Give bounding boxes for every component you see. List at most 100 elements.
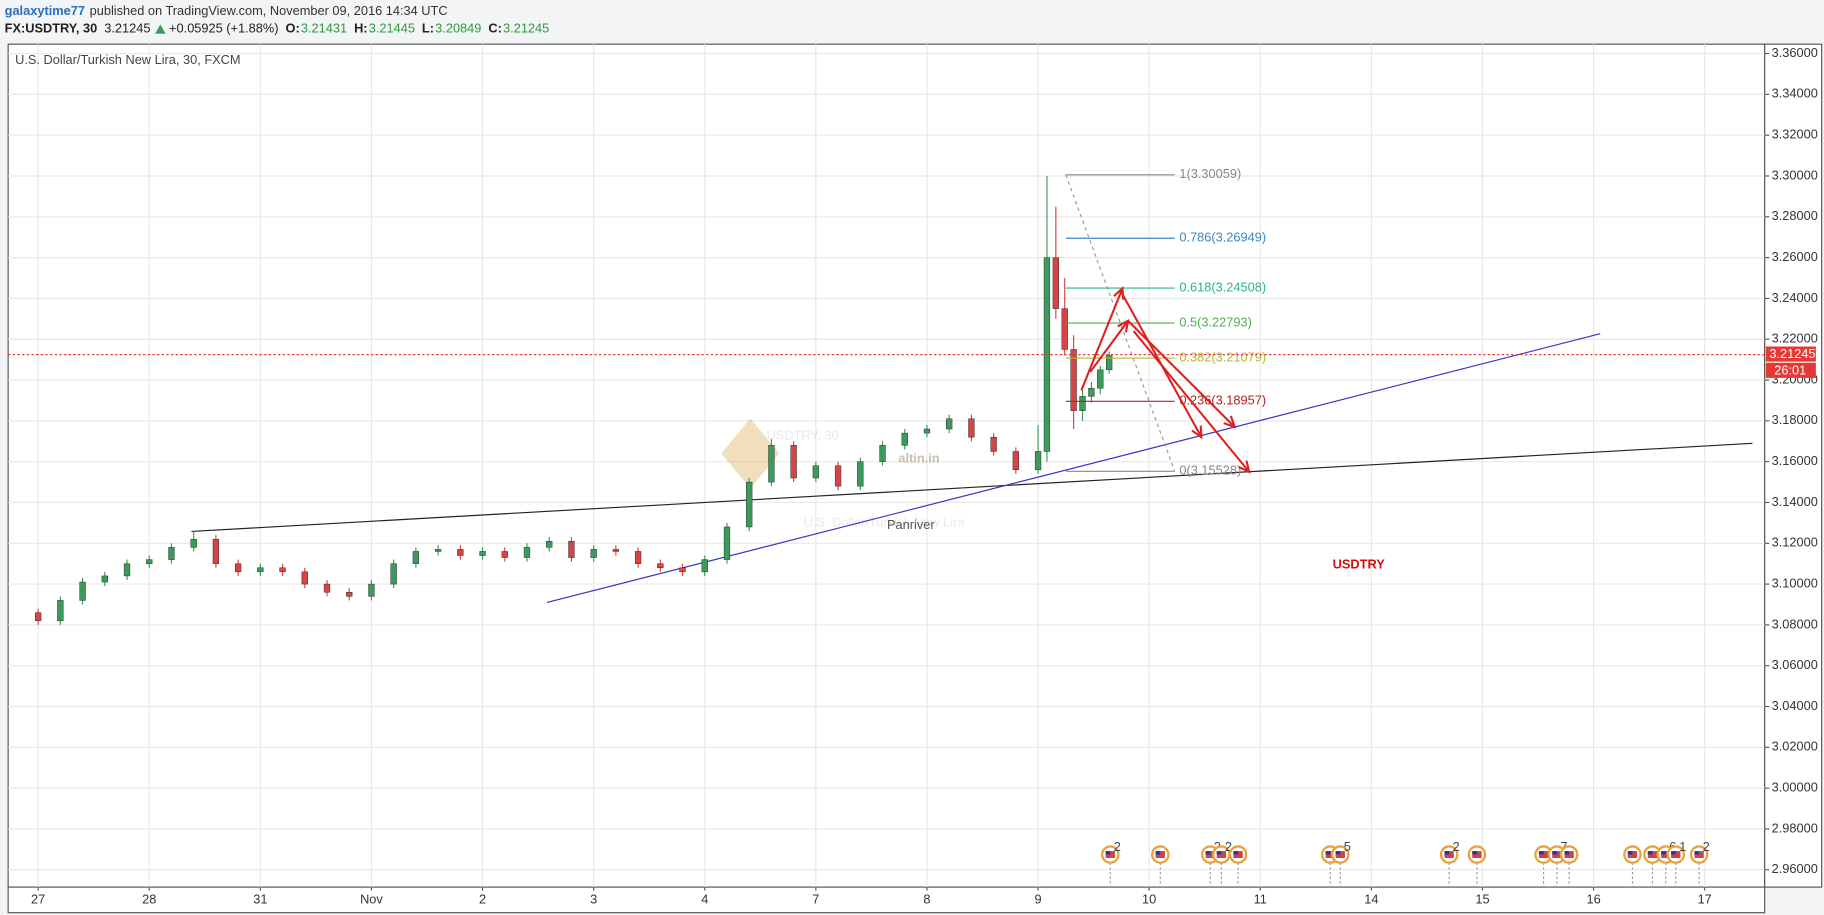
y-tick-label: 3.24000 [1772, 290, 1818, 305]
event-count: 2 [1453, 839, 1460, 854]
candle-body [612, 549, 620, 552]
event-flag-canton [1671, 851, 1676, 855]
candle-body [746, 481, 753, 528]
event-flag [1627, 851, 1638, 859]
y-tick-label: 3.32000 [1772, 127, 1818, 142]
y-tick-label: 3.34000 [1772, 86, 1818, 101]
grid [8, 44, 1765, 888]
fib-label: 0(3.15528) [1179, 463, 1241, 478]
header: galaxytime77 published on TradingView.com… [5, 3, 550, 35]
candle-body [368, 583, 375, 597]
fib-label: 0.382(3.21079) [1179, 349, 1266, 364]
event-flag-canton [1105, 851, 1111, 855]
fib-label: 0.5(3.22793) [1179, 314, 1252, 329]
x-tick-label: 10 [1142, 891, 1156, 906]
candle-body [346, 592, 353, 597]
logo-icon [721, 418, 780, 489]
event-flag-canton [1627, 851, 1633, 855]
x-tick-label: 9 [1035, 891, 1042, 906]
candle-body [812, 465, 819, 479]
event-flag [1647, 851, 1658, 859]
fib-label: 0.618(3.24508) [1179, 279, 1266, 294]
candle-body [279, 567, 286, 573]
candle-body [968, 418, 975, 438]
watermark-brand: altin.in [898, 451, 939, 466]
x-tick-label: 15 [1475, 891, 1489, 906]
x-tick-label: 2 [479, 891, 486, 906]
candle-body [257, 567, 264, 573]
countdown-box [1765, 362, 1816, 378]
candle-body [101, 575, 108, 583]
candle-body [590, 549, 597, 558]
event-flag [1564, 851, 1574, 859]
price-axis [1764, 43, 1823, 888]
event-flag [1552, 851, 1562, 859]
candle-body [834, 465, 842, 487]
candle-body [1097, 369, 1104, 389]
header-text: galaxytime77 [5, 3, 85, 18]
candle-body [568, 541, 575, 558]
x-tick-label: 17 [1698, 891, 1712, 906]
time-axis [7, 886, 1766, 914]
candle-body [657, 563, 664, 568]
candle-body [790, 445, 797, 479]
fib-label: 0.236(3.18957) [1179, 393, 1266, 408]
candle-body [923, 428, 931, 434]
x-tick-label: 7 [812, 891, 819, 906]
y-tick-label: 3.30000 [1772, 167, 1818, 182]
y-tick-label: 3.14000 [1772, 494, 1818, 509]
header-text: C: [488, 20, 502, 35]
candle-body [34, 612, 42, 622]
y-tick-label: 3.36000 [1772, 45, 1818, 60]
x-tick-label: 3 [590, 891, 597, 906]
candle-body [146, 559, 153, 564]
candle-body [901, 432, 908, 446]
candle-body [1070, 349, 1077, 411]
candle-body [168, 547, 175, 560]
header-text: 3.21245 [104, 20, 150, 35]
candle-body [1106, 355, 1113, 371]
candle-body [323, 583, 331, 593]
event-flag [1205, 851, 1215, 859]
event-count: 2 [1225, 839, 1232, 854]
event-flag [1671, 851, 1681, 859]
header-text: 3.20849 [435, 20, 481, 35]
arrow-head [1117, 318, 1130, 333]
event-count: 7 [1560, 839, 1567, 854]
candle-body [679, 567, 686, 573]
arrow [1080, 287, 1124, 391]
fib-label: 1(3.30059) [1179, 166, 1241, 181]
chart-layer: 27 28 31 Nov 2 3 4 7 8 9 10 11 14 15 16 172.960002.9800… [8, 45, 1818, 906]
event-flag-canton [1661, 851, 1666, 855]
trendline [191, 442, 1753, 533]
watermark: USDTRY, 30 U.S. Dollar/Turkish New Lira … [721, 418, 965, 532]
arrow [1127, 320, 1236, 428]
header-text: O: [286, 20, 300, 35]
event-flag [1661, 851, 1671, 859]
candle-body [479, 551, 486, 556]
x-tick-label: 14 [1364, 891, 1378, 906]
event-flag-canton [1205, 851, 1211, 855]
fib-label: 0.786(3.26949) [1179, 230, 1266, 245]
y-tick-label: 3.00000 [1772, 780, 1818, 795]
event-count: 2 [1703, 839, 1710, 854]
event-flag [1216, 851, 1227, 859]
last-price-label: 3.21245 [1769, 346, 1815, 361]
y-tick-label: 3.28000 [1772, 208, 1818, 223]
candle-body [501, 551, 508, 558]
event-flag-canton [1335, 851, 1341, 855]
event-flag-canton [1233, 851, 1239, 855]
header-text: 3.21431 [301, 20, 347, 35]
candle-body [1088, 387, 1095, 397]
y-tick-label: 2.98000 [1772, 820, 1818, 835]
arrow-head [1223, 415, 1237, 429]
candle-body [434, 549, 442, 552]
y-tick-label: 3.04000 [1772, 698, 1818, 713]
event-flag-canton [1472, 851, 1477, 855]
candle-body [546, 541, 553, 548]
candle-body [723, 526, 731, 560]
event-count: 5 [1344, 839, 1351, 854]
x-tick-label: 31 [253, 891, 267, 906]
candle-body [768, 445, 775, 483]
candle-body [457, 549, 464, 556]
